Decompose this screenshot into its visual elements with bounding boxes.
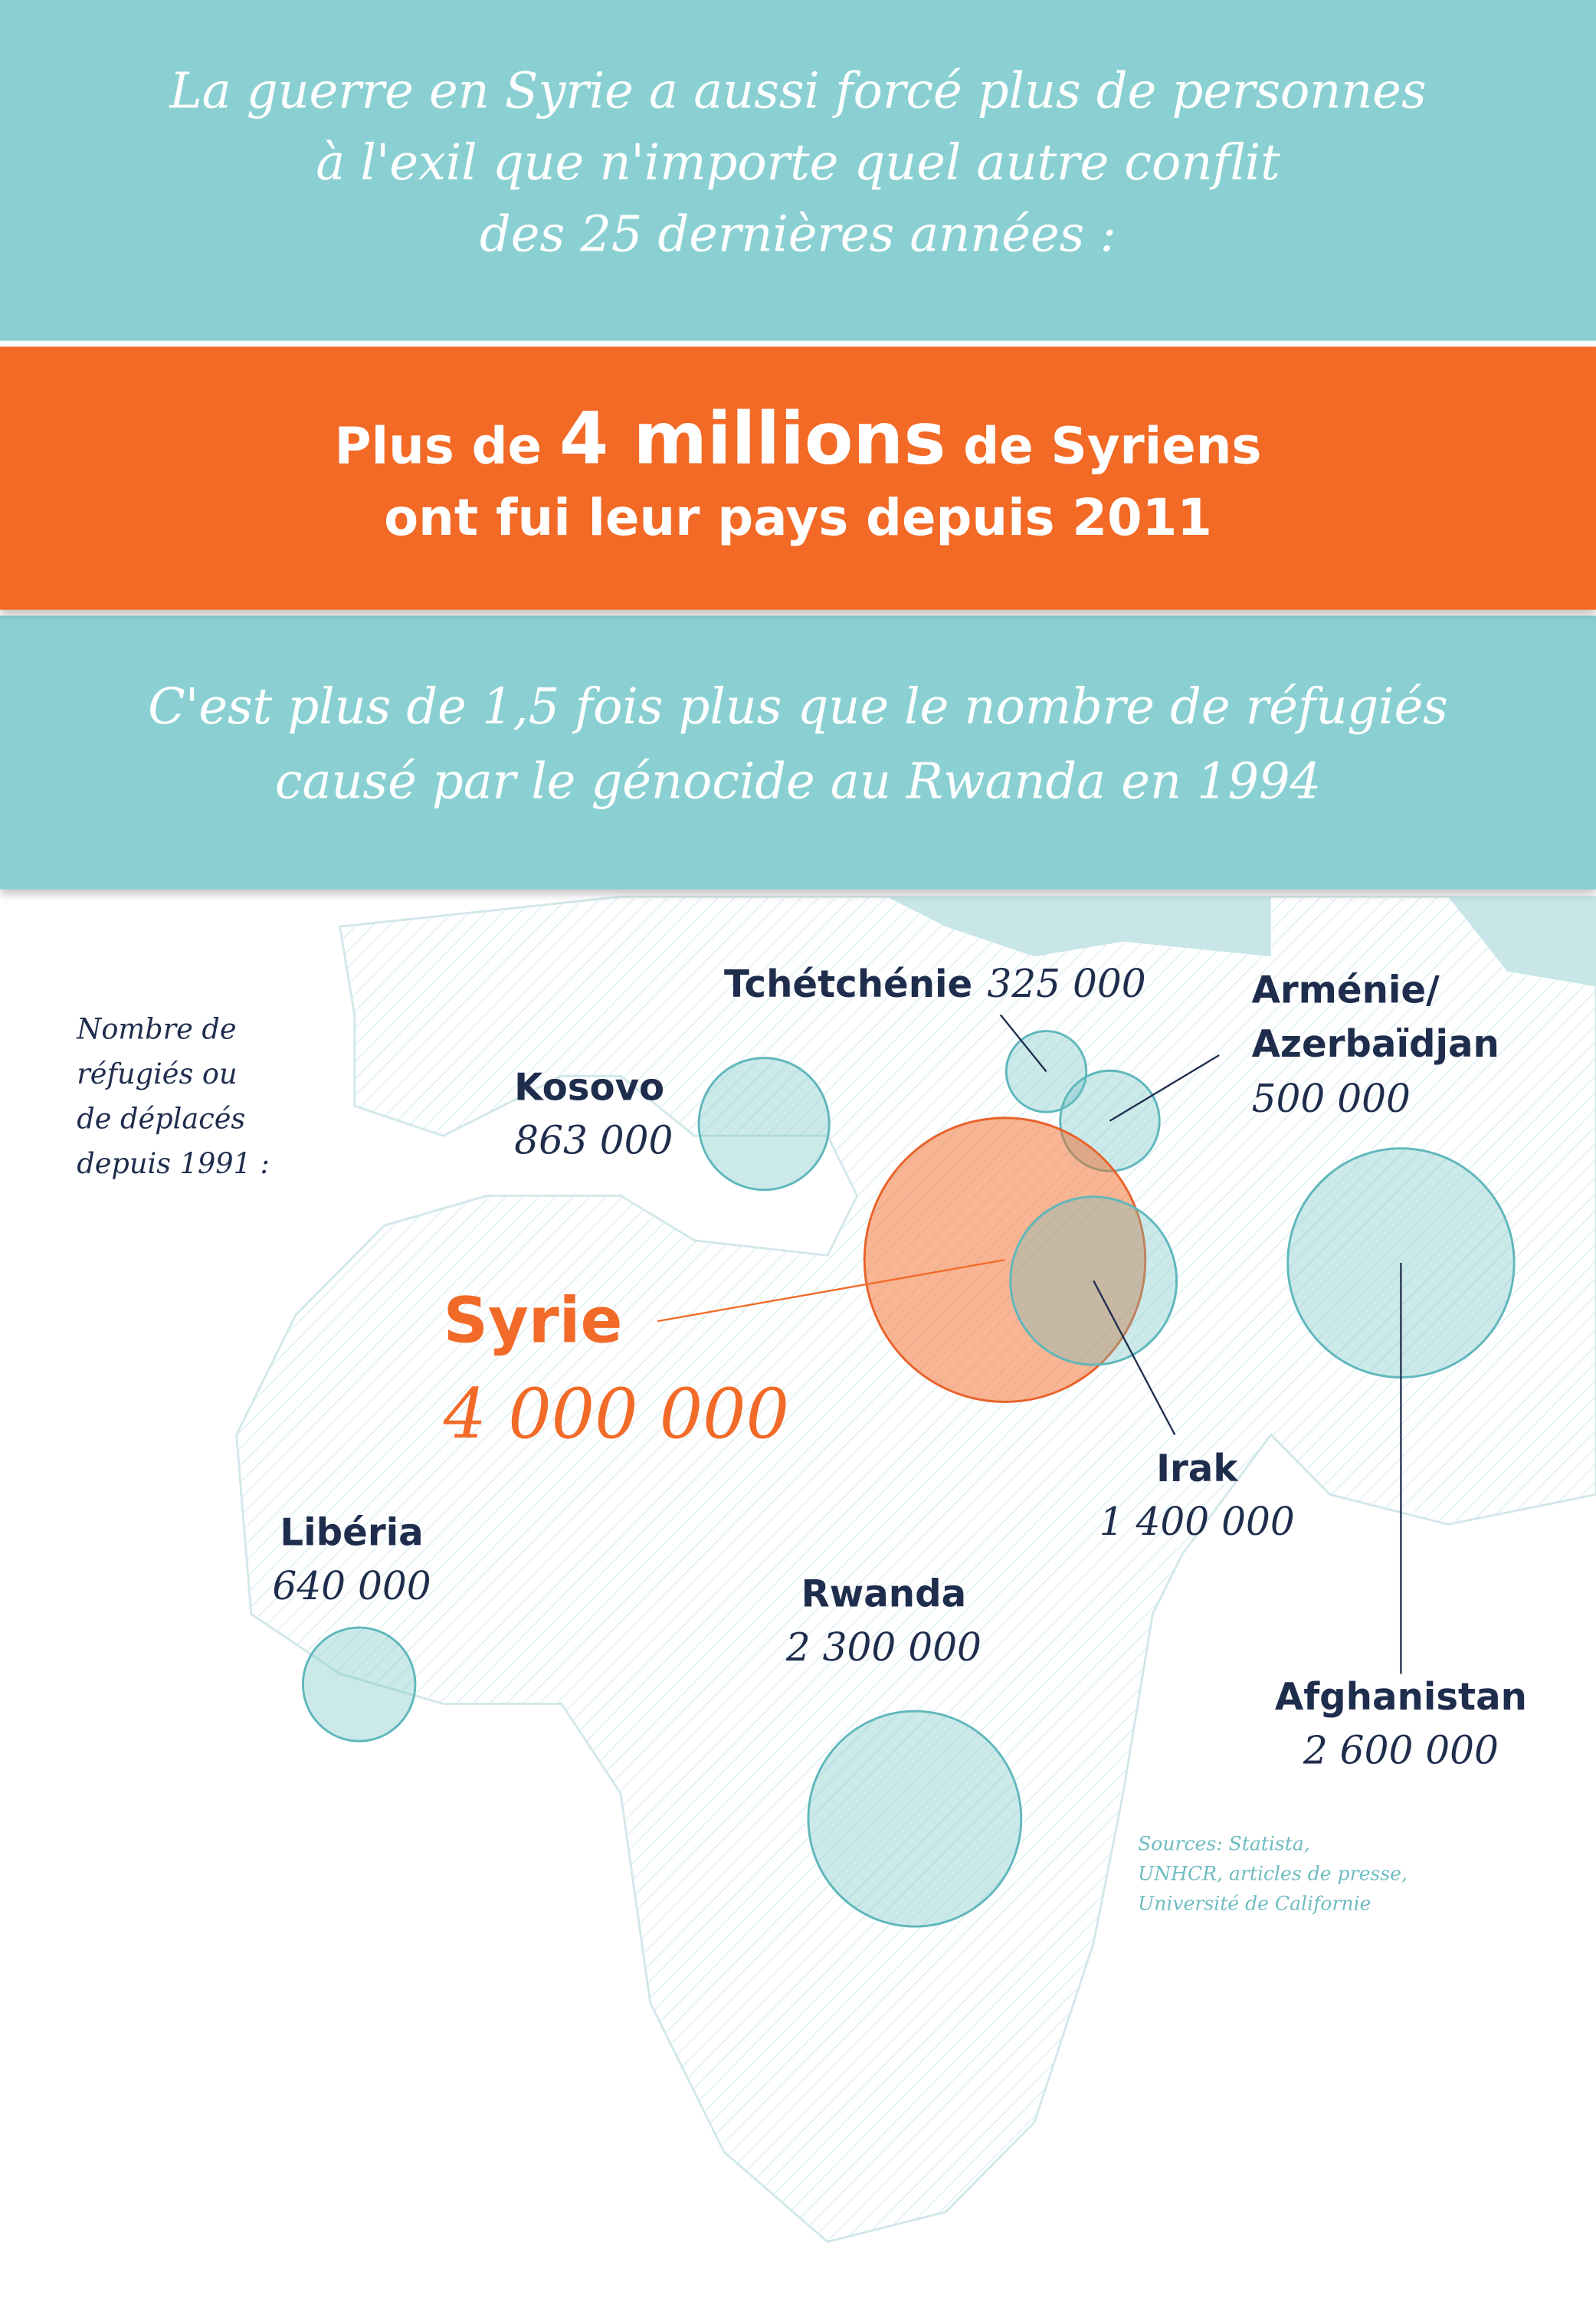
leader-line	[999, 1014, 1047, 1073]
region-name: Syrie	[444, 1284, 623, 1358]
subtitle-line: C'est plus de 1,5 fois plus que le nombr…	[148, 679, 1448, 736]
region-value: 500 000	[1252, 1076, 1411, 1121]
banner-part: Plus de	[335, 416, 559, 475]
header-line: La guerre en Syrie a aussi forcé plus de…	[169, 63, 1426, 120]
region-value: 863 000	[514, 1117, 673, 1162]
header-line: des 25 dernières années :	[480, 206, 1116, 263]
banner-line: Plus de 4 millions de Syriens	[335, 397, 1262, 480]
banner-part: de Syriens	[945, 416, 1261, 475]
leader-line	[1109, 1054, 1220, 1122]
region-name: Libéria	[280, 1511, 423, 1554]
region-name: Arménie/	[1252, 969, 1440, 1011]
map-background	[235, 895, 1596, 2244]
region-name: Irak	[1156, 1448, 1239, 1490]
region-name: Rwanda	[801, 1572, 967, 1615]
region-value: 2 600 000	[1303, 1727, 1499, 1772]
refugee-bubble	[807, 1710, 1023, 1928]
leader-line	[657, 1258, 1005, 1323]
subtitle-band	[0, 615, 1596, 890]
source-line: Université de Californie	[1138, 1892, 1371, 1914]
header-band	[0, 0, 1596, 341]
region-value: 1 400 000	[1100, 1499, 1295, 1544]
refugee-bubble	[301, 1626, 417, 1743]
legend-note: Nombre de	[76, 1012, 236, 1045]
banner-part: 4 millions	[559, 397, 946, 480]
region-value: 4 000 000	[443, 1375, 789, 1455]
header-line: à l'exil que n'importe quel autre confli…	[316, 135, 1280, 192]
banner-line: ont fui leur pays depuis 2011	[384, 488, 1212, 547]
region-name: Kosovo	[514, 1066, 664, 1109]
subtitle-line: causé par le génocide au Rwanda en 1994	[275, 753, 1321, 810]
refugee-bubble	[697, 1057, 831, 1192]
region-name: Afghanistan	[1275, 1676, 1527, 1719]
legend-note: de déplacés	[77, 1102, 245, 1135]
banner-band	[0, 346, 1596, 610]
region-name: Tchétchénie	[724, 963, 972, 1006]
leader-line	[1093, 1280, 1176, 1435]
legend-note: depuis 1991 :	[77, 1147, 270, 1180]
legend-note: réfugiés ou	[77, 1057, 237, 1090]
source-line: Sources: Statista,	[1138, 1832, 1310, 1854]
region-value: 2 300 000	[785, 1625, 982, 1670]
source-line: UNHCR, articles de presse,	[1138, 1862, 1408, 1884]
region-value: 325 000	[987, 961, 1145, 1006]
region-value: 640 000	[272, 1563, 431, 1608]
region-name: Azerbaïdjan	[1252, 1023, 1499, 1066]
